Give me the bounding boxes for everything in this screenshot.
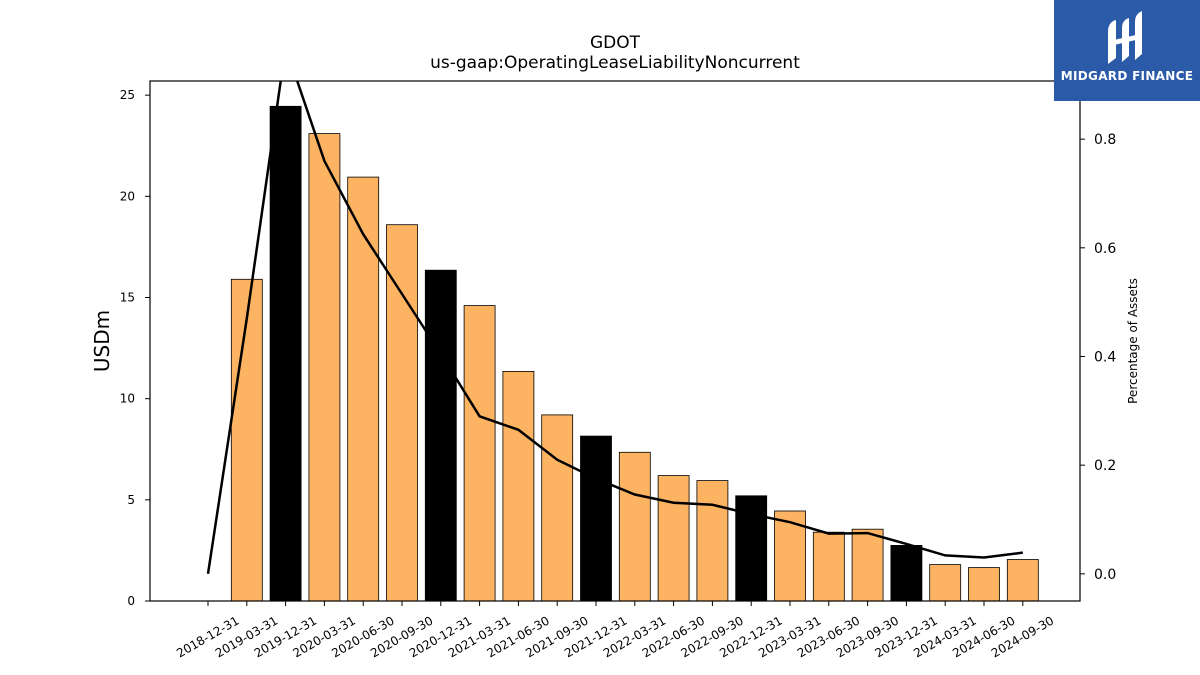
y2-tick-label: 0.0 bbox=[1094, 567, 1116, 583]
percentage-of-assets-line bbox=[206, 81, 1023, 574]
bar-2021-03-31 bbox=[463, 305, 496, 602]
midgard-logo-icon bbox=[1108, 11, 1142, 64]
y2-tick-label: 0.4 bbox=[1094, 349, 1116, 365]
bar-2022-09-30 bbox=[696, 480, 729, 602]
y2-axis-label: Percentage of Assets bbox=[1126, 278, 1140, 404]
bar-2024-09-30 bbox=[1006, 559, 1039, 602]
chart-subtitle: us-gaap:OperatingLeaseLiabilityNoncurren… bbox=[430, 53, 800, 73]
plot-frame bbox=[149, 80, 1081, 602]
midgard-finance-logo: MIDGARD FINANCE bbox=[1054, 0, 1200, 101]
y-tick-label: 10 bbox=[120, 392, 135, 406]
bar-2020-03-31 bbox=[308, 133, 341, 602]
right-axis: 0.0 0.2 0.4 0.6 0.8 bbox=[1080, 132, 1116, 583]
bar-2023-12-31 bbox=[890, 545, 923, 602]
line-group bbox=[206, 81, 1023, 574]
y-axis-label: USDm bbox=[90, 310, 114, 372]
bars-group bbox=[230, 105, 1039, 602]
y2-tick-label: 0.6 bbox=[1094, 241, 1116, 257]
bar-2021-09-30 bbox=[541, 414, 574, 602]
bar-2022-03-31 bbox=[618, 451, 651, 602]
bar-2024-03-31 bbox=[929, 564, 962, 602]
y2-tick-label: 0.2 bbox=[1094, 458, 1116, 474]
y2-tick-label: 0.8 bbox=[1094, 132, 1116, 148]
y-tick-label: 25 bbox=[120, 88, 135, 102]
y-tick-label: 15 bbox=[120, 290, 135, 304]
left-axis: 0 5 10 15 20 25 bbox=[120, 88, 150, 608]
x-axis: 2018-12-312019-03-312019-12-312020-03-31… bbox=[174, 601, 1056, 660]
bar-2021-12-31 bbox=[580, 435, 612, 602]
y-tick-label: 20 bbox=[120, 189, 135, 203]
bar-2019-12-31 bbox=[269, 105, 302, 602]
bar-2019-03-31 bbox=[230, 278, 263, 602]
bar-2021-06-30 bbox=[502, 370, 535, 602]
bar-2022-06-30 bbox=[657, 475, 690, 602]
bar-2020-09-30 bbox=[386, 224, 418, 602]
bar-2023-06-30 bbox=[812, 531, 845, 602]
bar-2024-06-30 bbox=[968, 567, 1000, 602]
chart-title: GDOT bbox=[590, 33, 641, 53]
logo-text: MIDGARD FINANCE bbox=[1060, 69, 1194, 83]
y-tick-label: 0 bbox=[127, 594, 135, 608]
bar-2020-06-30 bbox=[347, 176, 380, 602]
bar-2023-09-30 bbox=[851, 528, 884, 602]
y-tick-label: 5 bbox=[127, 493, 135, 507]
bar-2020-12-31 bbox=[424, 269, 457, 602]
